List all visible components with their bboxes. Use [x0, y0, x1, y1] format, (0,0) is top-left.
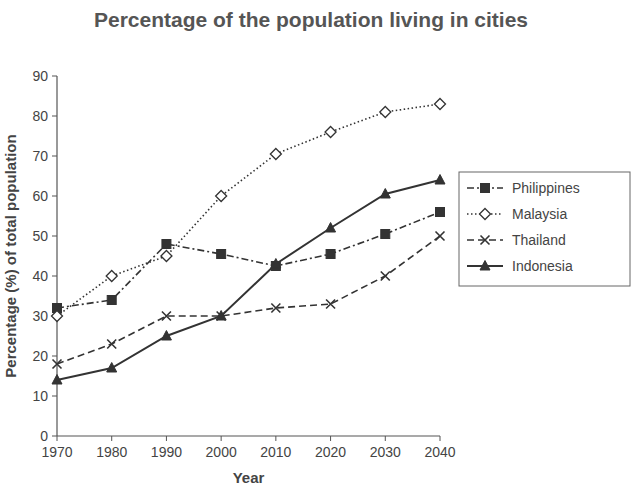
point: [162, 240, 171, 249]
point: [381, 230, 390, 239]
x-tick-label: 2000: [206, 444, 237, 460]
point: [216, 311, 226, 321]
point: [53, 360, 62, 369]
chart: Percentage of the population living in c…: [0, 0, 640, 489]
y-tick: [52, 396, 57, 397]
x-tick-label: 1980: [96, 444, 127, 460]
point: [216, 191, 227, 202]
point: [381, 272, 390, 281]
point: [325, 127, 336, 138]
point: [52, 311, 63, 322]
point: [161, 251, 172, 262]
legend-marker: [480, 209, 491, 220]
y-tick-label: 10: [32, 388, 48, 404]
legend-label: Malaysia: [512, 206, 567, 222]
y-tick-label: 20: [32, 348, 48, 364]
x-tick: [57, 436, 58, 441]
point: [107, 296, 116, 305]
legend-label: Philippines: [512, 180, 580, 196]
point: [106, 271, 117, 282]
x-tick: [440, 436, 441, 441]
point: [271, 259, 281, 269]
point: [52, 375, 62, 385]
point: [270, 149, 281, 160]
point: [217, 312, 226, 321]
legend-marker: [481, 236, 490, 245]
y-tick: [52, 196, 57, 197]
point: [217, 250, 226, 259]
y-tick: [52, 156, 57, 157]
x-tick-label: 1970: [41, 444, 72, 460]
y-tick: [52, 276, 57, 277]
y-tick: [52, 116, 57, 117]
point: [380, 189, 390, 199]
y-tick-label: 80: [32, 108, 48, 124]
x-tick: [330, 436, 331, 441]
y-tick-label: 0: [40, 428, 48, 444]
x-tick: [275, 436, 276, 441]
point: [435, 175, 445, 185]
series-line: [57, 180, 440, 380]
series-line: [57, 212, 440, 308]
y-tick-label: 70: [32, 148, 48, 164]
point: [326, 223, 336, 233]
point: [161, 331, 171, 341]
point: [436, 232, 445, 241]
series-line: [57, 104, 440, 316]
x-tick: [111, 436, 112, 441]
x-tick: [166, 436, 167, 441]
y-tick-label: 90: [32, 68, 48, 84]
x-tick: [385, 436, 386, 441]
x-tick: [221, 436, 222, 441]
title: Percentage of the population living in c…: [94, 8, 528, 31]
legend-marker: [481, 184, 490, 193]
plot-area: [52, 99, 446, 385]
y-tick-label: 40: [32, 268, 48, 284]
x-tick-label: 2010: [260, 444, 291, 460]
y-tick: [52, 236, 57, 237]
legend: Philippines Malaysia Thailand Indonesia: [459, 172, 630, 286]
point: [107, 363, 117, 373]
y-tick: [52, 356, 57, 357]
series-line: [57, 236, 440, 364]
y-tick-label: 60: [32, 188, 48, 204]
point: [271, 304, 280, 313]
y-tick: [52, 76, 57, 77]
x-axis-label: Year: [233, 469, 265, 486]
x-axis: [57, 435, 440, 436]
point: [380, 107, 391, 118]
legend-label: Thailand: [512, 232, 566, 248]
point: [436, 208, 445, 217]
x-tick-label: 2020: [315, 444, 346, 460]
x-tick-label: 1990: [151, 444, 182, 460]
y-axis-label: Percentage (%) of total population: [2, 134, 19, 377]
legend-box: [459, 172, 630, 286]
y-tick-label: 30: [32, 308, 48, 324]
x-tick-label: 2040: [424, 444, 455, 460]
point: [162, 312, 171, 321]
point: [326, 300, 335, 309]
point: [435, 99, 446, 110]
x-tick-label: 2030: [370, 444, 401, 460]
legend-label: Indonesia: [512, 258, 573, 274]
legend-marker: [480, 261, 490, 271]
point: [326, 250, 335, 259]
y-tick-label: 50: [32, 228, 48, 244]
y-tick: [52, 436, 57, 437]
point: [107, 340, 116, 349]
